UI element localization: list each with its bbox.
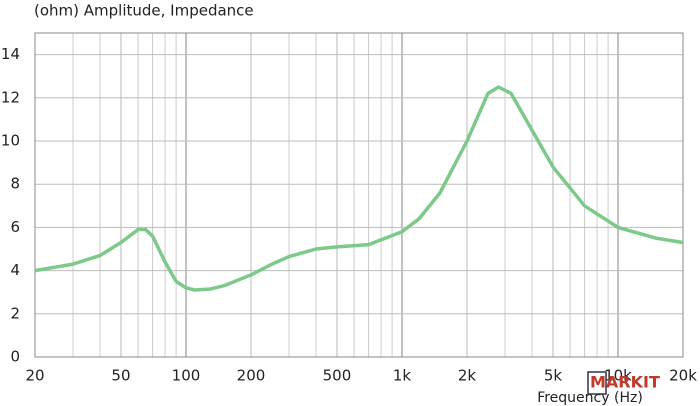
y-tick-label: 8 xyxy=(10,175,20,193)
y-tick-label: 14 xyxy=(1,45,20,63)
y-tick-label: 12 xyxy=(1,88,20,106)
watermark: MARKIT xyxy=(590,373,660,392)
x-tick-label: 20 xyxy=(25,367,44,385)
x-tick-label: 50 xyxy=(111,367,130,385)
chart-title: (ohm) Amplitude, Impedance xyxy=(34,2,254,20)
x-tick-label: 5k xyxy=(544,367,563,385)
x-tick-label: 100 xyxy=(172,367,201,385)
x-tick-label: 1k xyxy=(393,367,412,385)
x-tick-label: 500 xyxy=(323,367,352,385)
y-tick-label: 4 xyxy=(10,261,20,279)
plot-frame xyxy=(34,32,684,358)
y-tick-label: 6 xyxy=(10,218,20,236)
y-tick-label: 0 xyxy=(10,348,20,366)
x-tick-label: 10k xyxy=(604,367,632,385)
x-axis-label: Frequency (Hz) xyxy=(537,390,643,406)
x-tick-label: 2k xyxy=(458,367,477,385)
watermark-box xyxy=(587,371,607,395)
x-tick-label: 200 xyxy=(237,367,266,385)
impedance-curve xyxy=(34,85,684,292)
y-tick-label: 2 xyxy=(10,304,20,322)
x-tick-label: 20k xyxy=(669,367,697,385)
y-tick-label: 10 xyxy=(1,132,20,150)
